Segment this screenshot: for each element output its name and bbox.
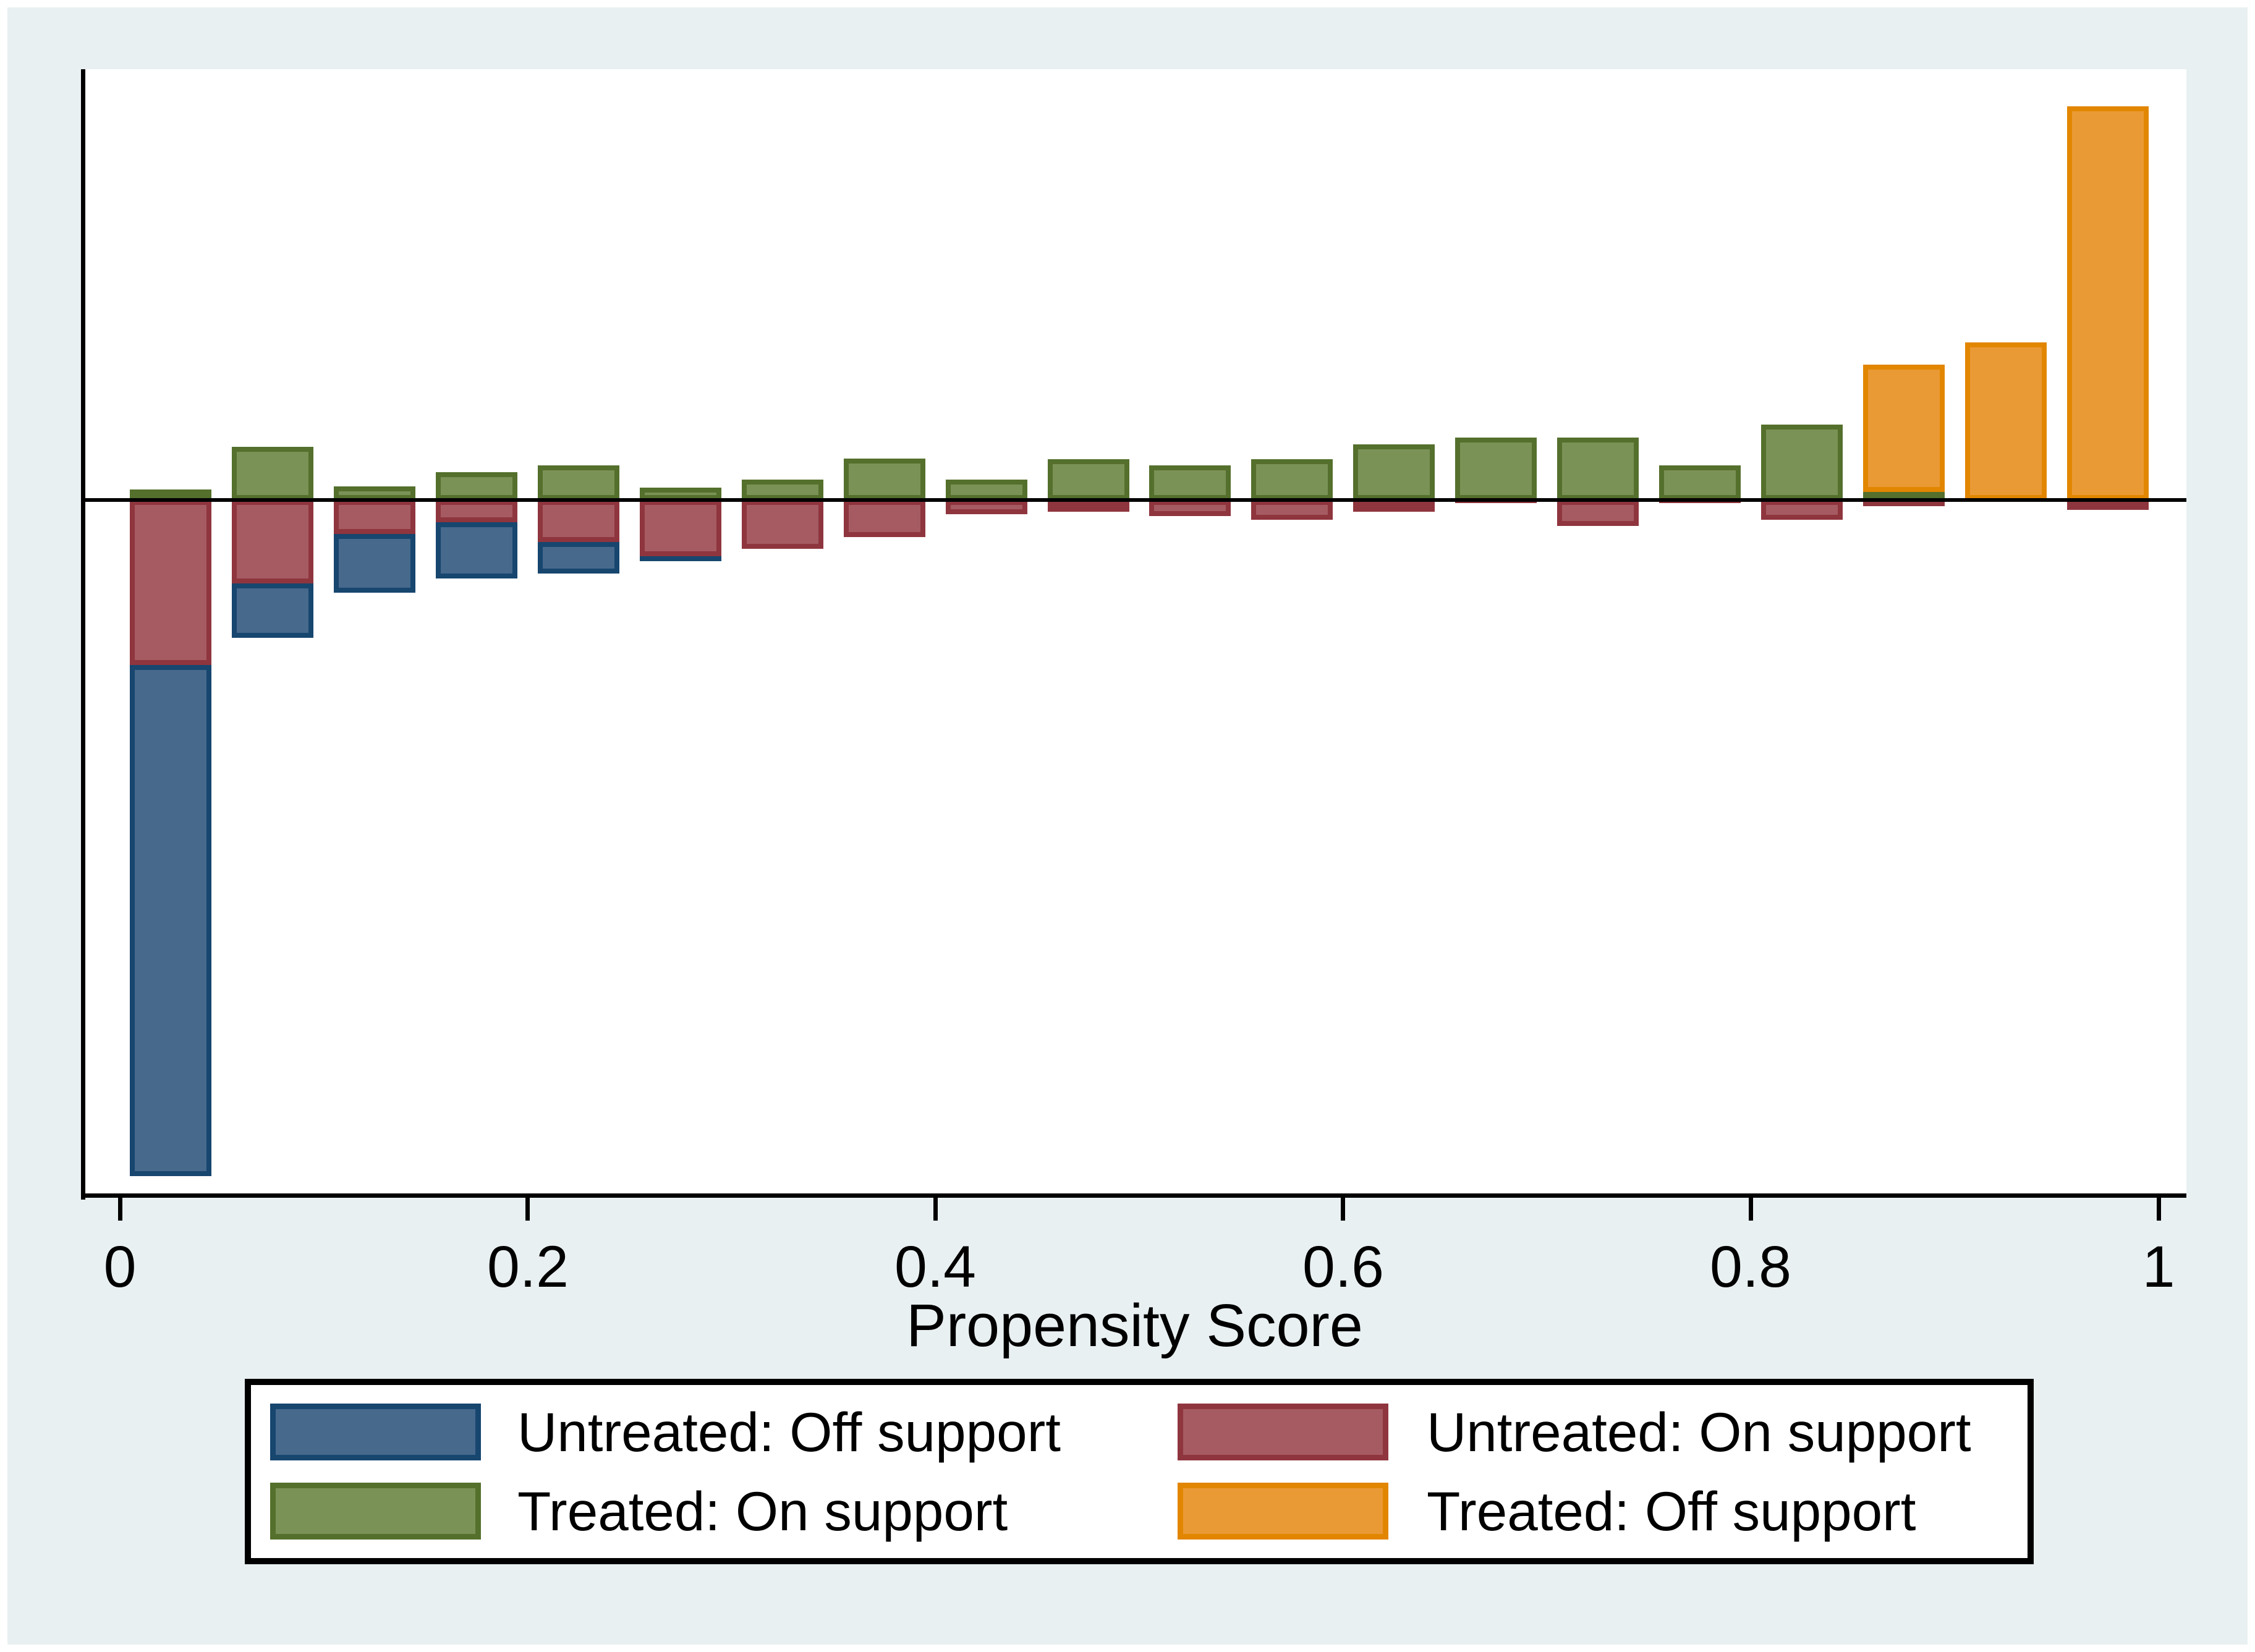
bar-untreated_on-bin12 <box>1251 500 1333 520</box>
legend-swatch-treated-on <box>270 1483 481 1540</box>
bar-untreated_on-bin13 <box>1353 500 1435 512</box>
legend-label-untreated-off: Untreated: Off support <box>517 1401 1061 1463</box>
bar-treated_on-bin9 <box>946 480 1027 500</box>
bar-untreated_off-bin1 <box>130 665 211 1176</box>
bar-untreated_on-bin11 <box>1149 500 1231 516</box>
x-tick-label: 0.2 <box>486 1234 569 1300</box>
bar-treated_on-bin14 <box>1455 438 1537 500</box>
bar-treated_on-bin16 <box>1659 465 1741 500</box>
bar-untreated_on-bin10 <box>1048 500 1129 512</box>
bars-layer <box>7 7 2248 1645</box>
zero-line <box>85 498 2186 502</box>
legend-label-treated-off: Treated: Off support <box>1427 1480 1916 1542</box>
legend-swatch-treated-off <box>1178 1483 1388 1540</box>
x-axis-title: Propensity Score <box>906 1292 1363 1359</box>
legend-box: Untreated: Off support Untreated: On sup… <box>245 1379 2034 1564</box>
x-tick-label: 0.4 <box>894 1234 977 1300</box>
bar-untreated_on-bin3 <box>334 500 415 534</box>
bar-untreated_on-bin9 <box>946 500 1027 514</box>
bar-untreated_on-bin2 <box>232 500 313 583</box>
x-tick-label: 0.8 <box>1709 1234 1792 1300</box>
x-tick-mark <box>1749 1198 1753 1221</box>
plot-area <box>83 69 2186 1195</box>
x-tick-mark <box>1341 1198 1345 1221</box>
bar-untreated_on-bin4 <box>436 500 517 522</box>
x-tick-mark <box>933 1198 938 1221</box>
bar-treated_on-bin1 <box>130 489 211 500</box>
x-tick-mark <box>118 1198 122 1221</box>
bar-untreated_on-bin7 <box>742 500 823 549</box>
bar-untreated_off-bin6 <box>640 556 721 561</box>
bar-untreated_on-bin18 <box>1863 500 1945 506</box>
bar-untreated_on-bin8 <box>844 500 925 537</box>
bar-treated_off-bin20 <box>2067 106 2149 500</box>
bar-treated_on-bin3 <box>334 486 415 500</box>
legend-label-untreated-on: Untreated: On support <box>1427 1401 1971 1463</box>
bar-treated_on-bin12 <box>1251 459 1333 500</box>
x-tick-label: 0.6 <box>1302 1234 1385 1300</box>
bar-untreated_off-bin3 <box>334 534 415 593</box>
x-tick-label: 1 <box>2142 1234 2175 1300</box>
x-tick-mark <box>525 1198 530 1221</box>
bar-untreated_off-bin2 <box>232 583 313 638</box>
figure-background: 0 0.2 0.4 0.6 0.8 1 Propensity Score Untreate… <box>7 7 2248 1645</box>
x-tick-mark <box>2157 1198 2161 1221</box>
y-axis-line <box>81 69 85 1200</box>
bar-treated_off-bin18 <box>1863 365 1945 492</box>
bar-treated_on-bin4 <box>436 472 517 500</box>
bar-treated_off-bin19 <box>1965 342 2047 500</box>
x-axis-ticks: 0 0.2 0.4 0.6 0.8 1 <box>7 7 2248 1645</box>
bar-treated_on-bin6 <box>640 488 721 500</box>
legend-swatch-untreated-off <box>270 1404 481 1460</box>
bar-treated_on-bin11 <box>1149 465 1231 500</box>
bar-treated_on-bin5 <box>538 465 619 500</box>
bar-untreated_on-bin20 <box>2067 500 2149 510</box>
bar-untreated_on-bin17 <box>1761 500 1843 520</box>
x-tick-label: 0 <box>103 1234 137 1300</box>
bar-treated_on-bin15 <box>1557 438 1639 500</box>
bar-treated_on-bin17 <box>1761 425 1843 500</box>
bar-untreated_off-bin5 <box>538 542 619 574</box>
bar-untreated_on-bin15 <box>1557 500 1639 526</box>
bar-treated_on-bin2 <box>232 447 313 500</box>
x-axis-line <box>81 1193 2186 1198</box>
bar-untreated_on-bin5 <box>538 500 619 542</box>
bar-treated_on-bin13 <box>1353 444 1435 500</box>
bar-treated_on-bin18 <box>1863 492 1945 500</box>
bar-untreated_on-bin1 <box>130 500 211 665</box>
bar-untreated_off-bin4 <box>436 522 517 578</box>
bar-treated_on-bin8 <box>844 459 925 500</box>
legend-swatch-untreated-on <box>1178 1404 1388 1460</box>
bar-treated_on-bin7 <box>742 480 823 500</box>
bar-untreated_on-bin6 <box>640 500 721 556</box>
legend-label-treated-on: Treated: On support <box>517 1480 1008 1542</box>
bar-treated_on-bin10 <box>1048 459 1129 500</box>
